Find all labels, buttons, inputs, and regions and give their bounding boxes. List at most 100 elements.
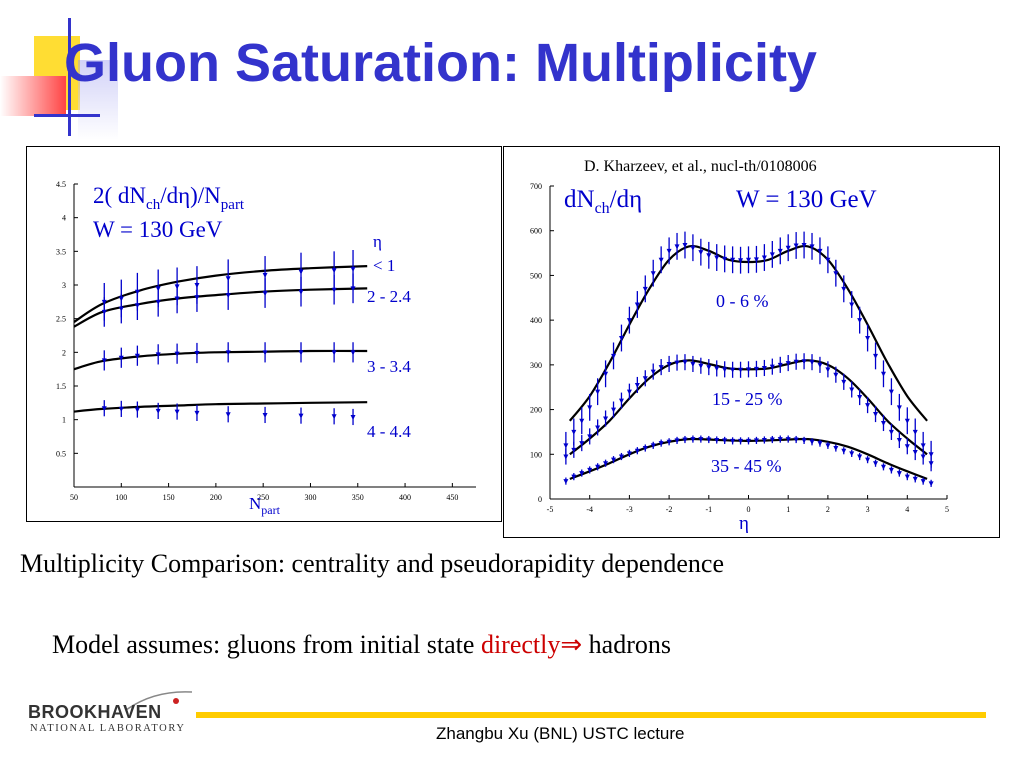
y-tick-label: 1 <box>62 416 66 425</box>
data-point <box>225 276 231 282</box>
data-point <box>298 413 304 419</box>
y-tick-label: 0.5 <box>56 449 66 458</box>
data-point <box>262 412 268 418</box>
data-point <box>579 471 585 477</box>
deco-blue-vline <box>68 18 71 136</box>
data-point <box>666 439 672 445</box>
data-point <box>841 286 847 292</box>
data-point <box>658 257 664 263</box>
left-title-sub2: part <box>221 197 245 213</box>
data-point <box>690 361 696 367</box>
y-tick-label: 500 <box>530 271 542 280</box>
data-point <box>928 481 934 487</box>
data-point <box>722 256 728 262</box>
y-tick-label: 0 <box>538 495 542 504</box>
right-title-left: dNch/dη <box>564 186 642 217</box>
data-point <box>928 461 934 467</box>
data-point <box>350 266 356 272</box>
data-point <box>896 405 902 411</box>
data-point <box>626 451 632 457</box>
data-point <box>730 438 736 444</box>
logo-name: BROOKHAVEN <box>28 702 162 722</box>
data-point <box>785 361 791 367</box>
data-point <box>563 443 569 449</box>
data-point <box>753 366 759 372</box>
x-tick-label: 1 <box>786 505 790 514</box>
y-tick-label: 700 <box>530 182 542 191</box>
logo-swoosh-icon <box>125 691 193 711</box>
right-title-deta: /dη <box>610 186 643 213</box>
data-point <box>571 429 577 435</box>
left-ticks: 50 100 150 200 250 300 350 400 450 0.5 1 1.5 2 2.5 3 3.… <box>56 180 458 502</box>
data-point <box>603 371 609 377</box>
data-point <box>618 398 624 404</box>
data-point <box>849 451 855 457</box>
data-point <box>603 416 609 422</box>
data-point <box>865 336 871 342</box>
data-point <box>666 248 672 254</box>
data-point <box>833 446 839 452</box>
left-legend-series-2: 2 - 2.4 <box>367 287 411 306</box>
left-points <box>101 249 356 426</box>
data-point <box>262 291 268 297</box>
data-point <box>595 425 601 431</box>
data-point <box>785 437 791 443</box>
data-point <box>873 353 879 359</box>
data-point <box>650 443 656 449</box>
y-tick-label: 300 <box>530 361 542 370</box>
data-point <box>134 303 140 309</box>
data-point <box>674 244 680 250</box>
right-label-series-1: 0 - 6 % <box>716 291 769 311</box>
left-legend-eta: η <box>373 232 382 251</box>
data-point <box>682 243 688 249</box>
chart-right-plot: D. Kharzeev, et al., nucl-th/0108006 -5-… <box>530 158 949 534</box>
data-point <box>595 464 601 470</box>
data-point <box>817 362 823 368</box>
data-point <box>857 318 863 324</box>
data-point <box>174 296 180 302</box>
left-title-line2: W = 130 GeV <box>93 217 223 242</box>
data-point <box>880 464 886 470</box>
model-curve-3 <box>73 349 368 371</box>
data-point <box>904 474 910 480</box>
data-point <box>738 438 744 444</box>
footer-line <box>196 712 986 718</box>
y-tick-label: 400 <box>530 316 542 325</box>
data-point <box>618 336 624 342</box>
data-point <box>650 271 656 277</box>
model-statement: Model assumes: gluons from initial state… <box>52 630 671 660</box>
data-point <box>642 376 648 382</box>
data-point <box>896 471 902 477</box>
data-point <box>587 467 593 473</box>
y-tick-label: 4 <box>62 214 66 223</box>
data-point <box>753 438 759 444</box>
y-tick-label: 3 <box>62 281 66 290</box>
model-end: hadrons <box>582 630 671 659</box>
chart-caption: Multiplicity Comparison: centrality and … <box>20 549 724 578</box>
data-point <box>777 248 783 254</box>
data-point <box>849 302 855 308</box>
deco-red-bar <box>0 76 66 116</box>
data-point <box>579 441 585 447</box>
data-point <box>801 438 807 444</box>
y-tick-label: 200 <box>530 406 542 415</box>
data-point <box>350 350 356 356</box>
data-point <box>825 257 831 263</box>
data-point <box>880 371 886 377</box>
data-point <box>746 438 751 444</box>
data-point <box>666 361 672 367</box>
x-tick-label: 150 <box>163 493 175 502</box>
data-point <box>642 446 648 452</box>
right-ticks: -5 -4 -3 -2 -1 0 1 2 3 4 5 0 100 200 300 400 500 600 700 <box>530 182 949 514</box>
right-title-sub: ch <box>595 200 610 217</box>
data-point <box>350 286 356 292</box>
data-point <box>611 353 617 359</box>
data-point <box>777 437 783 443</box>
slide-title: Gluon Saturation: Multiplicity <box>64 33 817 93</box>
data-point <box>714 255 720 261</box>
chart-left-frame: 50 100 150 200 250 300 350 400 450 0.5 1 1.5 2 2.5 3 3.… <box>26 146 502 522</box>
data-point <box>298 289 304 295</box>
x-tick-label: 4 <box>905 505 909 514</box>
data-point <box>833 271 839 277</box>
data-point <box>769 364 775 370</box>
